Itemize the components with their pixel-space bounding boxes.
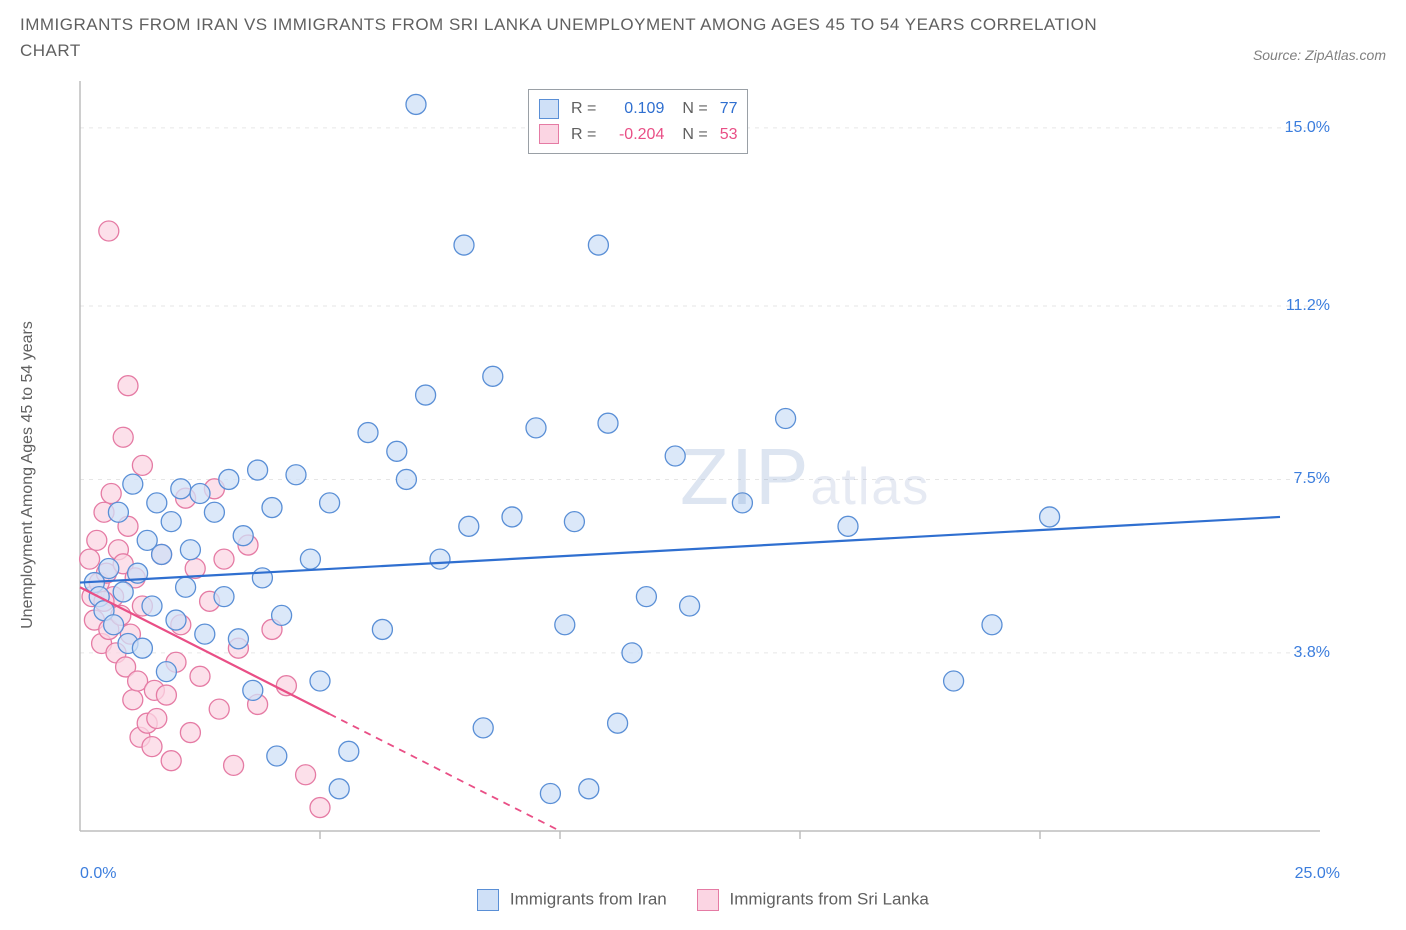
y-tick-label: 11.2% [1286, 297, 1330, 315]
legend-swatch [539, 99, 559, 119]
chart-container: Unemployment Among Ages 45 to 54 years Z… [20, 71, 1330, 861]
y-axis-label: Unemployment Among Ages 45 to 54 years [19, 321, 37, 629]
n-value: 77 [720, 96, 738, 122]
r-label: R = [571, 122, 596, 148]
r-value: -0.204 [604, 122, 664, 148]
legend-stat-row: R = -0.204 N = 53 [539, 122, 737, 148]
r-label: R = [571, 96, 596, 122]
legend-item-iran: Immigrants from Iran [477, 889, 667, 911]
iran-swatch [477, 889, 499, 911]
source-attribution: Source: ZipAtlas.com [1253, 47, 1386, 63]
scatter-plot [20, 71, 1330, 861]
legend-stat-row: R = 0.109 N = 77 [539, 96, 737, 122]
n-label: N = [682, 96, 707, 122]
chart-title: IMMIGRANTS FROM IRAN VS IMMIGRANTS FROM … [20, 12, 1120, 63]
srilanka-label: Immigrants from Sri Lanka [729, 889, 928, 908]
series-legend: Immigrants from Iran Immigrants from Sri… [20, 889, 1386, 911]
x-min-label: 0.0% [80, 865, 116, 883]
n-value: 53 [720, 122, 738, 148]
r-value: 0.109 [604, 96, 664, 122]
x-axis-labels: 0.0% 25.0% [20, 865, 1386, 883]
iran-label: Immigrants from Iran [510, 889, 667, 908]
legend-swatch [539, 124, 559, 144]
legend-item-srilanka: Immigrants from Sri Lanka [697, 889, 929, 911]
y-tick-label: 7.5% [1294, 470, 1330, 488]
y-tick-label: 15.0% [1285, 119, 1330, 137]
n-label: N = [682, 122, 707, 148]
y-tick-label: 3.8% [1294, 644, 1330, 662]
srilanka-swatch [697, 889, 719, 911]
x-max-label: 25.0% [1295, 865, 1340, 883]
correlation-legend: R = 0.109 N = 77 R = -0.204 N = 53 [528, 89, 748, 154]
